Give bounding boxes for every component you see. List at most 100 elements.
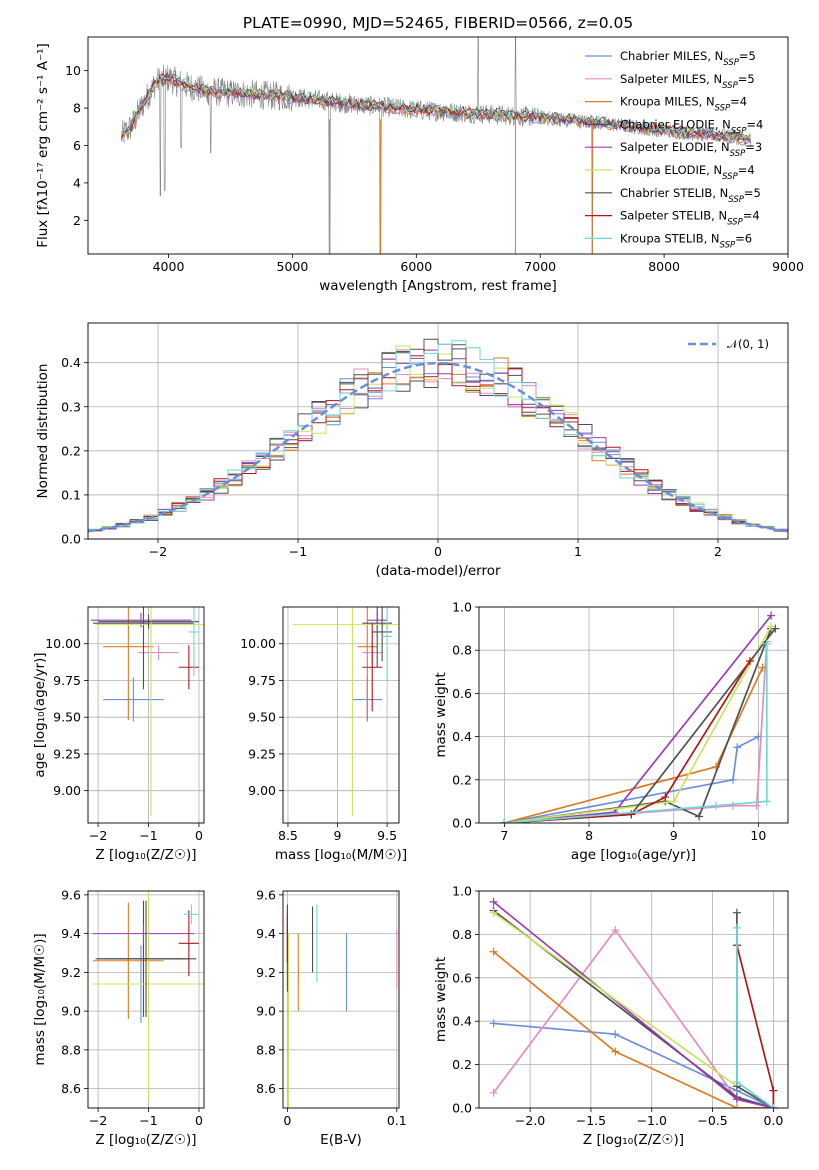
y-tick-label: 0.0: [452, 816, 472, 831]
y-tick-label: 9.75: [248, 673, 276, 688]
data-point-kroupa-elodie: [292, 607, 399, 816]
y-tick-label: 9.25: [248, 746, 276, 761]
plot-area: [93, 891, 204, 1101]
series-salpeter-stelib: [500, 657, 754, 823]
data-point-chabrier-stelib: [98, 614, 199, 630]
y-tick-label: 9.50: [248, 710, 276, 725]
legend-entry: Chabrier ELODIE, NSSP=4: [620, 117, 763, 136]
axes-frame: [87, 890, 205, 1109]
histogram-kroupa-stelib: [88, 340, 788, 539]
y-tick-label: 0.8: [452, 643, 472, 658]
legend-entry: Salpeter STELIB, NSSP=4: [620, 209, 760, 228]
series-line: [492, 928, 774, 1108]
plus-marker: [762, 639, 771, 648]
legend: 𝒩(0, 1): [688, 337, 769, 351]
y-tick-label: 9.4: [61, 926, 81, 941]
x-tick-label: 0: [195, 1113, 203, 1128]
data-point-salpeter-stelib: [362, 623, 383, 712]
x-tick-label: 1: [574, 544, 582, 559]
plus-marker: [732, 1095, 741, 1104]
y-tick-label: 0.2: [61, 443, 81, 458]
legend: Chabrier MILES, NSSP=5 Salpeter MILES, NS…: [585, 49, 763, 250]
x-tick-label: 0: [195, 828, 203, 843]
series-line: [493, 901, 774, 1108]
plot-area: [292, 607, 399, 816]
plus-marker: [767, 611, 776, 620]
y-tick-label: 9.0: [256, 1004, 276, 1019]
axes-frame: [87, 322, 789, 540]
y-tick-label: 0.4: [452, 1014, 472, 1029]
legend-entry: Chabrier MILES, NSSP=5: [620, 49, 756, 68]
x-tick-label: −2.0: [515, 1113, 545, 1128]
plot-area: [500, 611, 780, 823]
y-tick-label: 8.6: [256, 1081, 276, 1096]
y-tick-label: 0.4: [452, 729, 472, 744]
panel-mass-weight-vs-Z: −2.0 −1.5 −1.0 −0.5 0.0 0.0 0.2 0.4 0.6 0.8 1.0 Z […: [433, 884, 789, 1148]
y-tick-label: 1.0: [452, 884, 472, 899]
axes-frame: [87, 36, 789, 255]
series-line: [493, 1022, 774, 1108]
y-tick-label: 0.6: [452, 970, 472, 985]
data-point-kroupa-elodie: [93, 891, 204, 1101]
data-point-salpeter-elodie: [93, 923, 194, 944]
x-tick-label: −1: [289, 544, 307, 559]
data-point-salpeter-elodie: [90, 612, 192, 628]
plot-area: [88, 338, 788, 539]
series-line: [736, 945, 775, 1108]
series-salpeter-elodie: [500, 611, 776, 823]
plus-marker: [489, 908, 498, 917]
y-tick-label: 9.6: [61, 887, 81, 902]
x-axis-label: Z [log₁₀(Z/Z☉)]: [95, 1132, 196, 1148]
y-tick-label: 0.1: [61, 487, 81, 502]
x-tick-label: 8000: [648, 259, 680, 274]
data-point-kroupa-miles: [357, 607, 378, 721]
y-tick-label: 8.8: [61, 1042, 81, 1057]
y-axis-label: mass weight: [433, 672, 449, 757]
y-tick-label: 8: [73, 101, 81, 116]
plus-marker: [769, 1104, 778, 1108]
y-tick-label: 9.6: [256, 887, 276, 902]
plus-marker: [695, 812, 704, 821]
y-tick-label: 0.2: [452, 772, 472, 787]
panel-spectrum: 4000 5000 6000 7000 8000 9000 2 4 6 8 10 wavelength…: [35, 14, 804, 294]
data-point-chabrier-stelib: [372, 607, 393, 662]
data-point-kroupa-elodie: [95, 607, 204, 816]
y-tick-label: 0.0: [452, 1101, 472, 1116]
y-tick-label: 2: [73, 213, 81, 228]
data-point-chabrier-miles: [103, 677, 164, 722]
series-line: [504, 625, 772, 823]
y-tick-label: 9.50: [53, 710, 81, 725]
legend-entry: Salpeter MILES, NSSP=5: [620, 72, 755, 91]
x-tick-label: 0.1: [387, 1113, 407, 1128]
plus-marker: [728, 775, 737, 784]
x-tick-label: 9: [334, 828, 342, 843]
axes-frame: [478, 890, 789, 1109]
x-tick-label: 4000: [153, 259, 185, 274]
x-tick-label: 8.5: [278, 828, 298, 843]
panel-age-vs-mass: 8.5 9 9.5 9.00 9.25 9.50 9.75 10.00 mass [log₁₀(…: [240, 606, 407, 863]
plot-area: [90, 607, 204, 816]
plus-marker: [732, 923, 741, 932]
y-tick-label: 1.0: [452, 600, 472, 615]
y-tick-label: 10.00: [45, 636, 81, 651]
plus-marker: [611, 1030, 620, 1039]
plot-area: [121, 37, 752, 254]
y-tick-label: 0.8: [452, 927, 472, 942]
data-point-salpeter-stelib: [178, 910, 199, 977]
plus-marker: [758, 663, 767, 672]
x-tick-label: 9000: [772, 259, 804, 274]
y-axis-label: mass weight: [433, 957, 449, 1042]
series-line: [504, 615, 772, 823]
grid-lines: [88, 607, 204, 823]
y-tick-label: 0.2: [452, 1057, 472, 1072]
x-tick-label: −1: [139, 828, 157, 843]
x-axis-label: Z [log₁₀(Z/Z☉)]: [583, 1132, 684, 1148]
series-line: [504, 641, 768, 823]
y-axis-label: age [log₁₀(age/yr)]: [32, 652, 48, 777]
plus-marker: [762, 797, 771, 806]
x-axis-label: E(B-V): [320, 1132, 362, 1148]
plus-marker: [489, 897, 498, 906]
y-axis-label: Flux [fλ10⁻¹⁷ erg cm⁻² s⁻¹ A⁻¹]: [35, 43, 51, 248]
grid-lines: [479, 890, 788, 1109]
